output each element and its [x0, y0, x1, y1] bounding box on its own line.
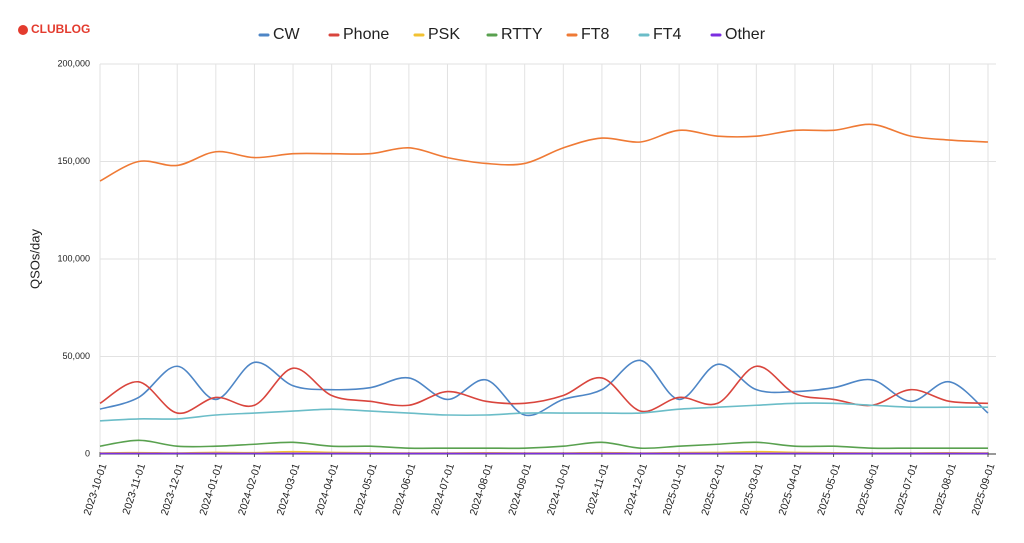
y-axis-title: QSOs/day — [27, 229, 42, 289]
x-tick-label: 2025-01-01 — [661, 462, 689, 517]
x-tick-label: 2024-02-01 — [236, 462, 264, 517]
x-tick-label: 2024-03-01 — [275, 462, 303, 517]
x-tick-label: 2025-02-01 — [699, 462, 727, 517]
legend-label: RTTY — [501, 26, 543, 43]
series-line — [99, 123, 989, 182]
x-tick-label: 2025-05-01 — [815, 462, 843, 517]
series-line — [99, 402, 988, 422]
x-tick-label: 2025-06-01 — [854, 462, 882, 517]
series-line — [99, 365, 989, 414]
logo: CLUBLOG — [31, 22, 90, 36]
legend-label: FT4 — [653, 26, 682, 43]
x-tick-label: 2024-10-01 — [545, 462, 573, 517]
x-tick-label: 2024-12-01 — [622, 462, 650, 517]
x-tick-label: 2025-03-01 — [738, 462, 766, 517]
y-tick-label: 150,000 — [57, 156, 90, 166]
legend-label: Other — [725, 26, 766, 43]
y-tick-label: 0 — [85, 448, 90, 458]
x-tick-label: 2023-11-01 — [120, 462, 148, 516]
x-tick-label: 2025-07-01 — [892, 462, 920, 517]
legend-label: FT8 — [581, 26, 610, 43]
x-tick-label: 2024-01-01 — [197, 462, 225, 517]
x-tick-label: 2025-08-01 — [931, 462, 959, 517]
x-tick-label: 2024-09-01 — [506, 462, 534, 517]
x-tick-label: 2024-07-01 — [429, 462, 457, 517]
legend-label: Phone — [343, 26, 389, 43]
x-tick-label: 2025-09-01 — [969, 462, 997, 517]
x-tick-label: 2023-12-01 — [159, 462, 187, 517]
y-tick-label: 50,000 — [62, 351, 90, 361]
y-tick-label: 200,000 — [57, 58, 90, 68]
x-tick-label: 2024-11-01 — [584, 462, 612, 516]
x-tick-label: 2025-04-01 — [776, 462, 804, 517]
legend-label: PSK — [428, 26, 460, 43]
logo-icon — [18, 25, 28, 35]
x-tick-label: 2024-06-01 — [390, 462, 418, 517]
series-line — [99, 439, 988, 450]
x-tick-label: 2024-05-01 — [352, 462, 380, 517]
x-tick-label: 2024-08-01 — [468, 462, 496, 517]
series-line — [99, 359, 989, 417]
x-tick-label: 2023-10-01 — [81, 462, 109, 517]
y-tick-label: 100,000 — [57, 253, 90, 263]
legend-label: CW — [273, 26, 301, 43]
x-tick-label: 2024-04-01 — [313, 462, 341, 517]
